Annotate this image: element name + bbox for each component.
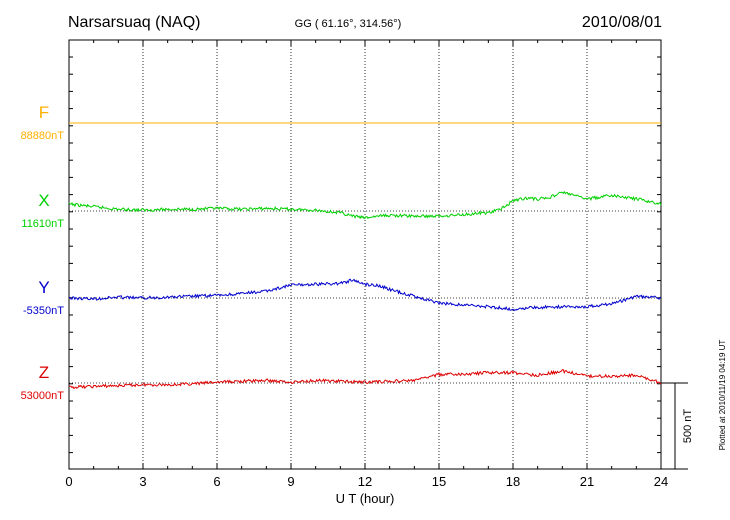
series-labels: F 88880nT X 11610nT Y -5350nT Z 53000nT [21,103,65,402]
series-baseline-X: 11610nT [21,218,64,230]
x-tick-label-6: 6 [213,474,220,489]
series-name-Z: Z [39,363,49,382]
x-tick-label-18: 18 [506,474,520,489]
x-axis-label: U T (hour) [336,491,395,506]
station-title: Narsarsuaq (NAQ) [68,14,200,31]
series-baseline-Z: 53000nT [21,390,65,402]
x-tick-label-9: 9 [287,474,294,489]
scale-bar-label: 500 nT [682,409,694,444]
grid-lines [142,40,588,469]
series-name-Y: Y [38,278,49,297]
series-line-X [68,190,662,220]
x-tick-label-24: 24 [654,474,668,489]
x-tick-label-15: 15 [432,474,446,489]
series-lines [68,122,662,390]
plot-frame [68,39,662,470]
x-tick-label-3: 3 [139,474,146,489]
x-tick-label-21: 21 [580,474,594,489]
series-line-Y [68,278,662,312]
scale-bar [661,382,688,470]
series-name-X: X [38,191,49,210]
date-label: 2010/08/01 [582,14,662,31]
y-minor-ticks [69,56,661,454]
x-tick-label-12: 12 [358,474,372,489]
x-tick-label-0: 0 [65,474,72,489]
x-axis-ticks: 0 3 6 9 12 15 18 21 24 [65,40,668,489]
series-baseline-Y: -5350nT [23,305,64,317]
series-name-F: F [39,103,49,122]
plotted-timestamp: Plotted at 2010/11/19 04:19 UT [718,340,727,451]
series-baseline-F: 88880nT [21,130,65,142]
coordinates-label: GG ( 61.16°, 314.56°) [295,18,402,30]
series-line-Z [68,369,662,390]
